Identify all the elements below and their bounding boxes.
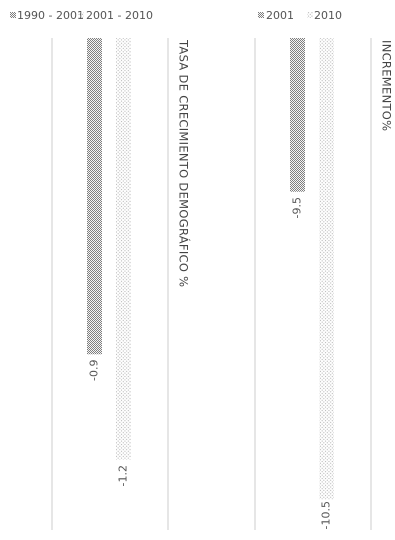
legend-label: 1990 - 2001 (17, 9, 84, 22)
legend-swatch (78, 12, 84, 18)
bar (319, 38, 334, 500)
chart-title: INCREMENTO% (380, 40, 394, 131)
data-label: -9.5 (291, 197, 304, 218)
legend-label: 2010 (314, 9, 342, 22)
legend-swatch (307, 12, 313, 18)
legend-label: 2001 - 2010 (86, 9, 153, 22)
chart-title: TASA DE CRECIMIENTO DEMOGRÁFICO % (177, 39, 192, 287)
legend-label: 2001 (266, 9, 294, 22)
data-label: -0.9 (88, 360, 101, 381)
legend-swatch (10, 12, 16, 18)
bar (290, 38, 305, 192)
bar (116, 38, 131, 460)
data-label: -1.2 (117, 465, 130, 486)
bar (87, 38, 102, 355)
legend-swatch (258, 12, 264, 18)
data-label: -10.5 (320, 501, 333, 529)
